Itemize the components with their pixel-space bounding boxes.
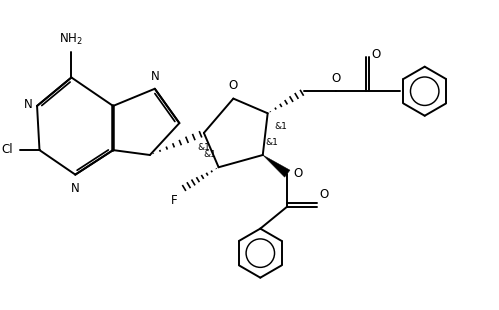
Text: NH$_2$: NH$_2$ [59,32,83,47]
Text: N: N [71,182,80,195]
Text: &1: &1 [265,138,278,147]
Text: O: O [229,79,238,92]
Text: O: O [293,167,302,180]
Text: &1: &1 [274,122,287,131]
Text: O: O [372,48,381,61]
Text: &1: &1 [198,143,210,152]
Text: N: N [150,70,159,83]
Text: F: F [171,194,178,207]
Text: O: O [319,188,328,201]
Text: &1: &1 [203,150,216,159]
Text: Cl: Cl [1,143,12,156]
Polygon shape [263,155,290,177]
Text: O: O [332,72,341,85]
Text: N: N [24,99,33,112]
